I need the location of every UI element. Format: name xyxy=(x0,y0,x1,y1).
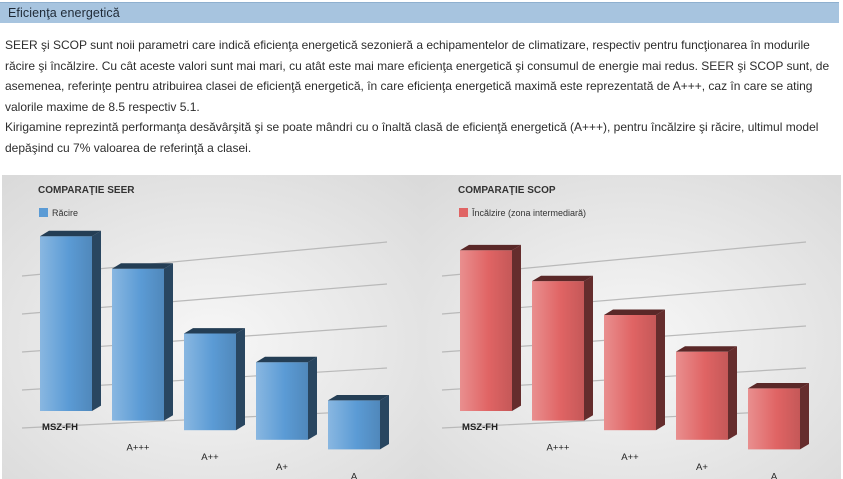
category-label: A xyxy=(771,471,778,479)
paragraph-kirigamine: Kirigamine reprezintă performanţa desăvâ… xyxy=(5,120,819,155)
bar-a xyxy=(604,309,665,431)
scop-chart-panel: COMPARAŢIE SCOP Încălzire (zona intermedi… xyxy=(422,175,841,479)
legend-swatch xyxy=(459,208,468,217)
category-label: A+ xyxy=(696,462,708,473)
category-label: A+ xyxy=(276,462,288,473)
category-label: A++ xyxy=(621,452,639,463)
legend-swatch xyxy=(39,208,48,217)
scop-chart: COMPARAŢIE SCOP Încălzire (zona intermedi… xyxy=(422,175,841,479)
legend-label: Răcire xyxy=(52,208,78,218)
bar-a xyxy=(112,263,173,421)
chart-title: COMPARAŢIE SCOP xyxy=(458,185,556,196)
bar-a xyxy=(748,383,809,450)
category-label: A+++ xyxy=(127,443,150,454)
category-label: MSZ-FH xyxy=(462,422,498,433)
bar-a xyxy=(676,346,737,440)
description-text: SEER şi SCOP sunt noii parametri care in… xyxy=(5,35,840,159)
category-label: MSZ-FH xyxy=(42,422,78,433)
category-label: A++ xyxy=(201,452,219,463)
seer-chart-panel: COMPARAŢIE SEER Răcire MSZ-FH A+++ A++ A+ A xyxy=(2,175,422,479)
charts-area: COMPARAŢIE SEER Răcire MSZ-FH A+++ A++ A+ A CO… xyxy=(2,175,841,479)
chart-title: COMPARAŢIE SEER xyxy=(38,185,135,196)
bar-a xyxy=(532,275,593,421)
section-title: Eficienţa energetică xyxy=(8,6,120,20)
section-header: Eficienţa energetică xyxy=(0,2,839,23)
legend-label: Încălzire (zona intermediară) xyxy=(471,208,586,218)
category-label: A+++ xyxy=(547,443,570,454)
bar-mszplusfh xyxy=(40,230,101,411)
bar-mszplusfh xyxy=(460,244,521,411)
bar-a xyxy=(184,328,245,431)
category-label: A xyxy=(351,471,358,479)
bar-a xyxy=(328,395,389,450)
seer-chart: COMPARAŢIE SEER Răcire MSZ-FH A+++ A++ A+ A xyxy=(2,175,422,479)
bar-a xyxy=(256,356,317,440)
paragraph-seer-scop: SEER şi SCOP sunt noii parametri care in… xyxy=(5,38,830,114)
